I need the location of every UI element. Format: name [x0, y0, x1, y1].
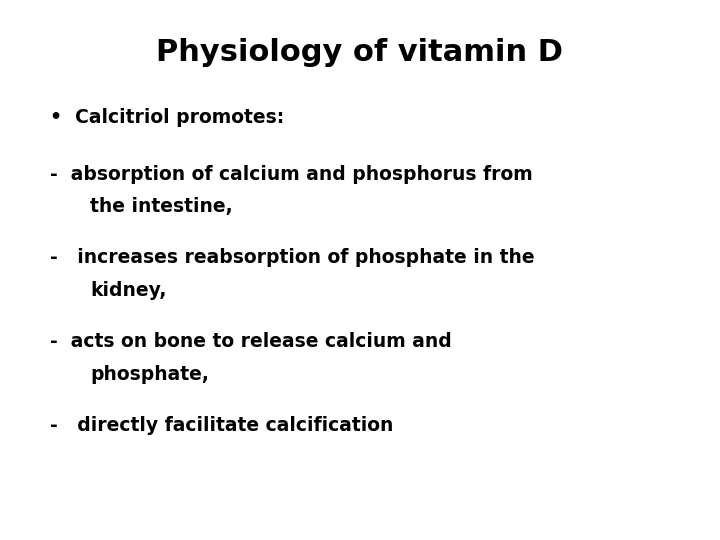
- Text: •  Calcitriol promotes:: • Calcitriol promotes:: [50, 108, 284, 127]
- Text: Physiology of vitamin D: Physiology of vitamin D: [156, 38, 564, 67]
- Text: phosphate,: phosphate,: [90, 364, 209, 383]
- Text: kidney,: kidney,: [90, 281, 166, 300]
- Text: -   increases reabsorption of phosphate in the: - increases reabsorption of phosphate in…: [50, 248, 535, 267]
- Text: -  absorption of calcium and phosphorus from: - absorption of calcium and phosphorus f…: [50, 165, 533, 184]
- Text: the intestine,: the intestine,: [90, 197, 233, 216]
- Text: -   directly facilitate calcification: - directly facilitate calcification: [50, 416, 394, 435]
- Text: -  acts on bone to release calcium and: - acts on bone to release calcium and: [50, 332, 452, 351]
